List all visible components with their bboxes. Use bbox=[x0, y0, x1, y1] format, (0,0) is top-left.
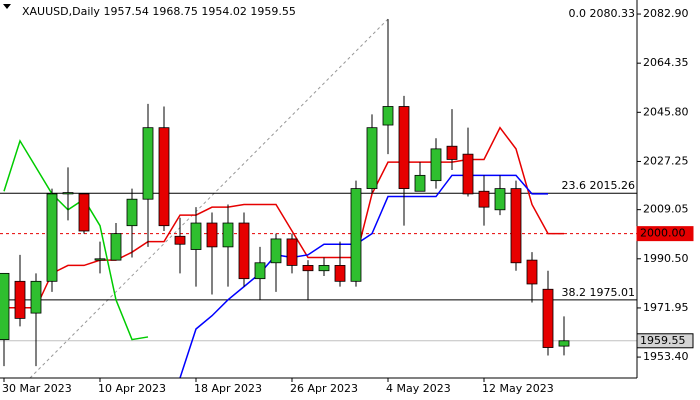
candle-body bbox=[94, 258, 106, 261]
candle-body bbox=[302, 265, 314, 272]
candle-body bbox=[110, 233, 122, 261]
candle-body bbox=[494, 188, 506, 211]
candle-body bbox=[462, 153, 474, 195]
y-tick-label: 2009.05 bbox=[643, 203, 689, 216]
fibo-label: 38.2 1975.01 bbox=[562, 286, 635, 299]
candle-body bbox=[190, 222, 202, 250]
candle-body bbox=[222, 222, 234, 248]
y-tick-label: 2064.35 bbox=[643, 56, 689, 69]
candle-body bbox=[398, 106, 410, 190]
fibo-label: 23.6 2015.26 bbox=[562, 179, 635, 192]
candle-body bbox=[0, 272, 10, 340]
plot-area bbox=[0, 18, 637, 379]
candle-body bbox=[334, 265, 346, 282]
x-tick-label: 18 Apr 2023 bbox=[194, 382, 262, 395]
price-tag bbox=[636, 226, 694, 242]
x-tick-label: 26 Apr 2023 bbox=[290, 382, 358, 395]
y-tick-label: 2027.25 bbox=[643, 154, 689, 167]
y-tick-label: 1990.50 bbox=[643, 252, 689, 265]
candle-body bbox=[510, 188, 522, 264]
candle-body bbox=[366, 127, 378, 190]
indicator-line bbox=[3, 139, 149, 341]
candle-body bbox=[78, 193, 90, 232]
price-tag-label: 1959.55 bbox=[640, 334, 686, 347]
indicator-line bbox=[179, 174, 548, 379]
y-tick-label: 2082.90 bbox=[643, 7, 689, 20]
x-tick-label: 12 May 2023 bbox=[482, 382, 554, 395]
candle-body bbox=[126, 198, 138, 227]
fibo-trendline bbox=[29, 18, 389, 379]
candle-body bbox=[62, 192, 74, 195]
candle-body bbox=[382, 106, 394, 126]
fibo-label: 0.0 2080.33 bbox=[569, 7, 635, 20]
candle-body bbox=[270, 238, 282, 264]
y-tick-label: 1971.95 bbox=[643, 301, 689, 314]
x-tick-label: 10 Apr 2023 bbox=[98, 382, 166, 395]
price-tag bbox=[636, 333, 694, 349]
candle-body bbox=[238, 222, 250, 280]
candle-body bbox=[254, 262, 266, 280]
candle-body bbox=[430, 148, 442, 182]
menu-arrow[interactable] bbox=[3, 4, 11, 9]
chart-title: XAUUSD,Daily 1957.54 1968.75 1954.02 195… bbox=[22, 5, 296, 18]
candle-body bbox=[158, 127, 170, 227]
candle-body bbox=[542, 288, 554, 348]
candle-body bbox=[318, 265, 330, 272]
candle-body bbox=[286, 238, 298, 266]
y-tick-label: 1953.40 bbox=[643, 350, 689, 363]
price-tag-label: 2000.00 bbox=[640, 227, 686, 240]
candle-body bbox=[206, 222, 218, 248]
candle-body bbox=[46, 193, 58, 282]
y-tick-label: 2045.80 bbox=[643, 105, 689, 118]
candle-body bbox=[350, 188, 362, 282]
candle-body bbox=[174, 235, 186, 245]
candle-body bbox=[558, 340, 570, 347]
candle-body bbox=[14, 280, 26, 319]
candle-body bbox=[446, 145, 458, 160]
candle-body bbox=[526, 259, 538, 285]
candle-body bbox=[142, 127, 154, 200]
x-tick-label: 4 May 2023 bbox=[386, 382, 451, 395]
candle-body bbox=[414, 174, 426, 192]
candle-body bbox=[478, 190, 490, 208]
candle-body bbox=[30, 280, 42, 314]
x-tick-label: 30 Mar 2023 bbox=[2, 382, 72, 395]
